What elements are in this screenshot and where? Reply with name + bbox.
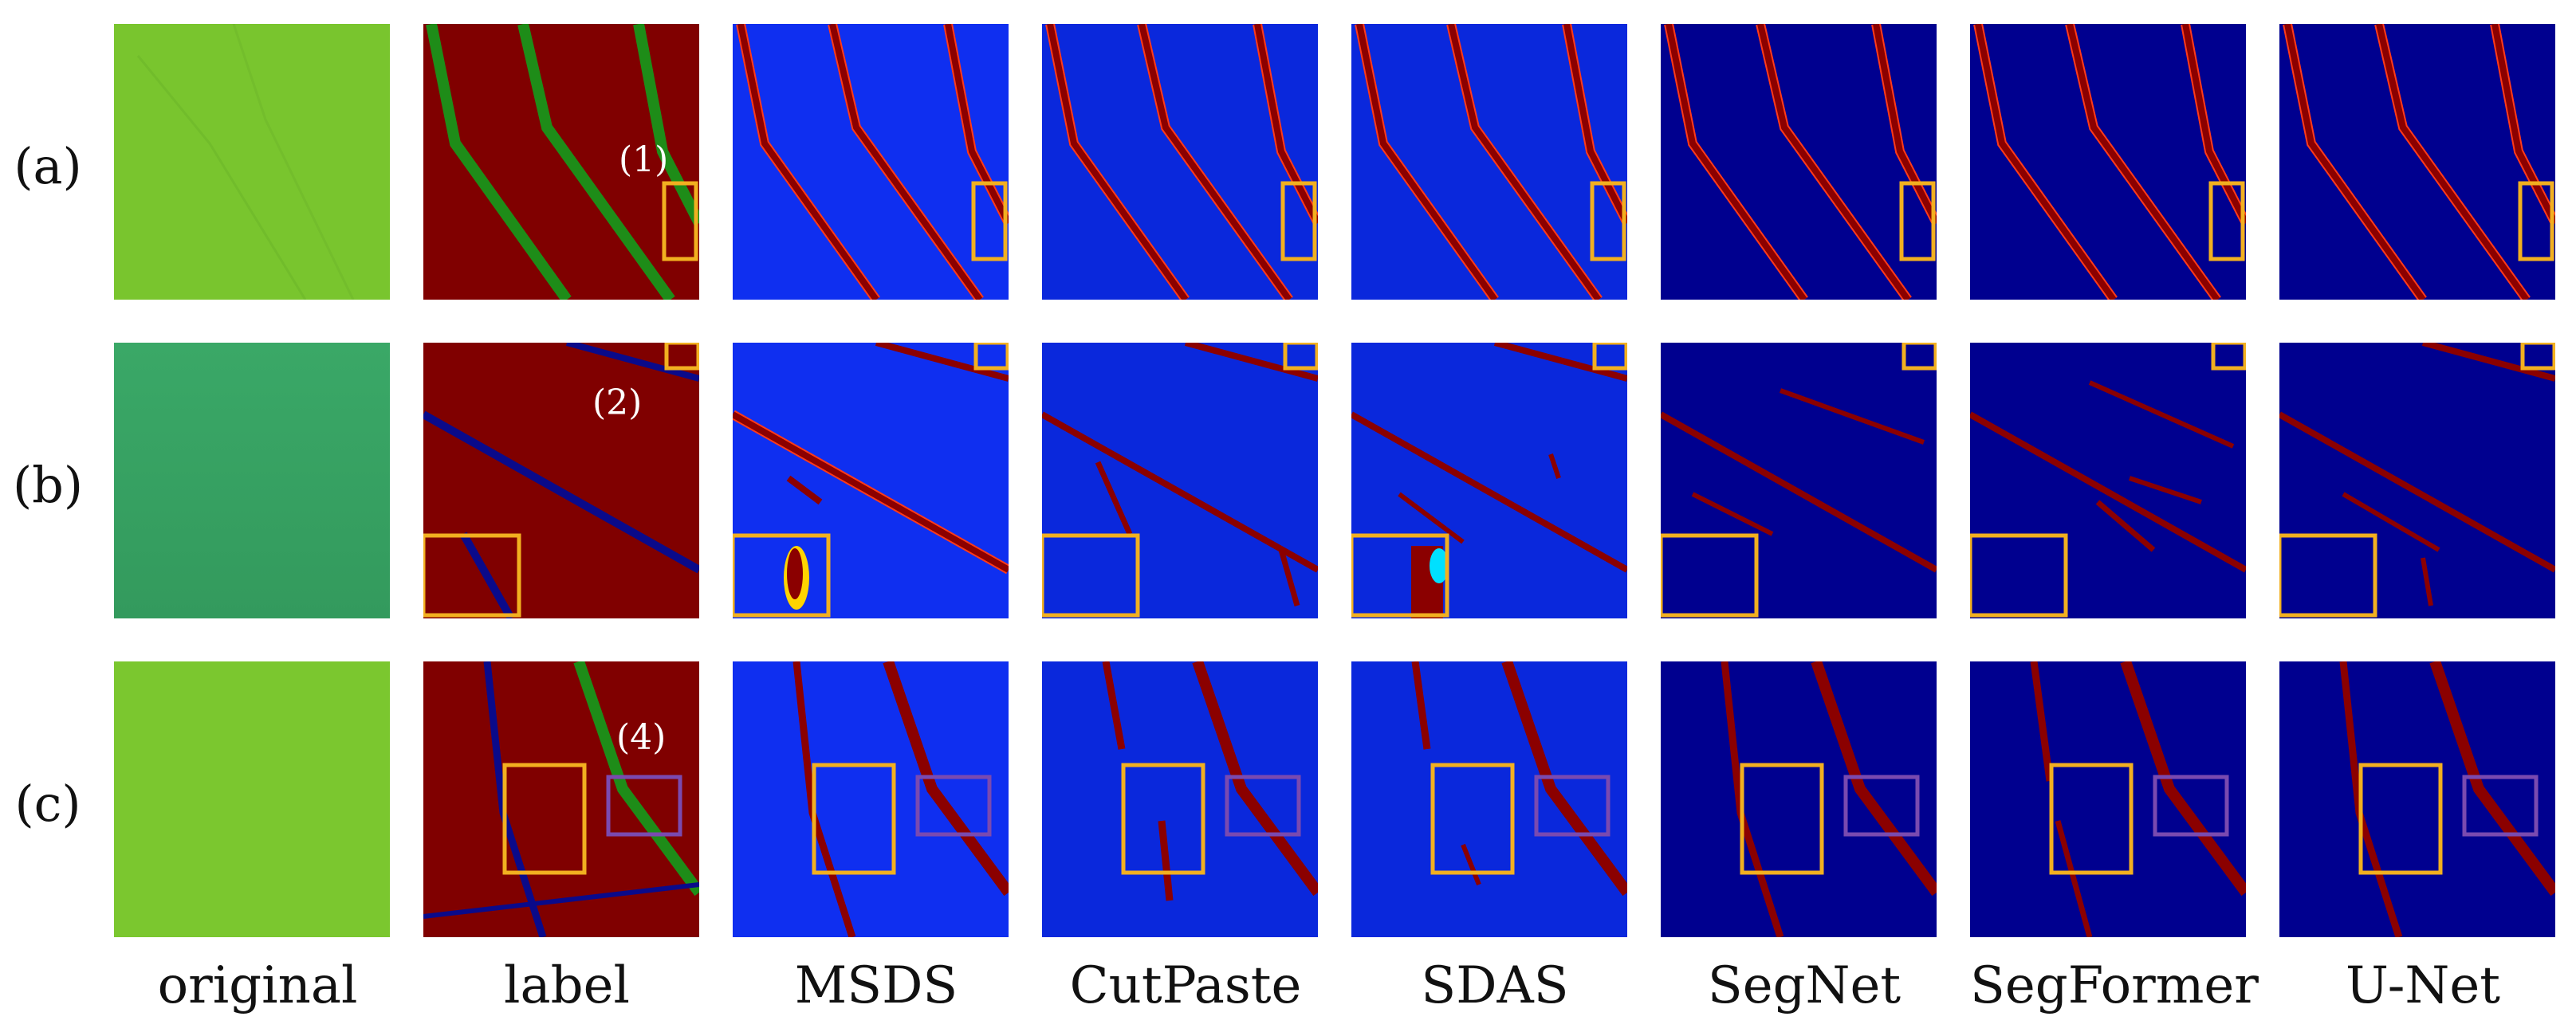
tile-b-unet <box>2279 343 2555 618</box>
annotation-c: (4) <box>616 717 666 758</box>
tile-a-segnet <box>1661 24 1937 300</box>
annotation-b: (2) <box>592 383 642 423</box>
tile-a-unet <box>2279 24 2555 300</box>
tile-c-sdas <box>1351 661 1627 937</box>
tile-b-segnet <box>1661 343 1937 618</box>
column-label-unet: U-Net <box>2345 956 2501 1015</box>
tile-a-original <box>114 24 390 300</box>
tile-b-msds <box>733 343 1009 618</box>
column-label-cutpaste: CutPaste <box>1069 956 1302 1015</box>
tile-c-unet <box>2279 661 2555 937</box>
column-label-sdas: SDAS <box>1421 956 1569 1015</box>
column-label-msds: MSDS <box>794 956 958 1015</box>
tile-b-segformer <box>1970 343 2246 618</box>
tile-a-cutpaste <box>1042 24 1318 300</box>
column-label-label: label <box>504 956 630 1015</box>
tile-b-sdas <box>1351 343 1627 618</box>
row-label-c: (c) <box>14 775 81 833</box>
column-label-segnet: SegNet <box>1707 956 1902 1015</box>
row-label-b: (b) <box>12 456 84 514</box>
annotation-a: (1) <box>619 139 668 180</box>
tile-a-sdas <box>1351 24 1627 300</box>
tile-b-original <box>114 343 390 618</box>
column-label-segformer: SegFormer <box>1970 956 2259 1015</box>
tile-a-segformer <box>1970 24 2246 300</box>
tile-b-label: (2) <box>423 343 699 618</box>
tile-c-cutpaste <box>1042 661 1318 937</box>
tile-c-original <box>114 661 390 937</box>
tile-a-label: (1) <box>423 24 699 300</box>
column-label-original: original <box>157 956 358 1015</box>
tile-c-segformer <box>1970 661 2246 937</box>
tile-c-label: (4) <box>423 661 699 937</box>
tile-b-cutpaste <box>1042 343 1318 618</box>
tile-c-segnet <box>1661 661 1937 937</box>
row-label-a: (a) <box>14 137 82 195</box>
tile-a-msds <box>733 24 1009 300</box>
tile-c-msds <box>733 661 1009 937</box>
